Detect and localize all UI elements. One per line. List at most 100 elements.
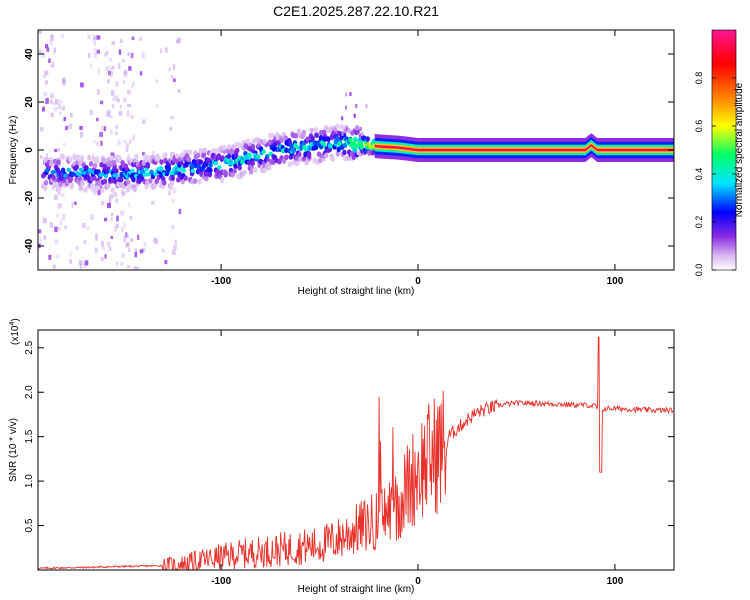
noise-mark [123, 139, 127, 143]
ridge-mark [313, 126, 319, 133]
spike-mark [341, 116, 344, 121]
noise-mark [92, 37, 96, 44]
ridge-mark [219, 177, 225, 184]
noise-mark [49, 38, 53, 45]
noise-mark [97, 68, 100, 75]
noise-mark [99, 131, 103, 137]
ridge-mark [250, 160, 255, 167]
ridge-mark [74, 164, 80, 170]
ridge-mark [212, 147, 217, 154]
noise-mark [151, 201, 155, 205]
noise-mark [100, 140, 103, 146]
chart-title: C2E1.2025.287.22.10.R21 [273, 3, 439, 19]
noise-mark [115, 198, 118, 204]
ridge-mark [187, 149, 193, 156]
noise-mark [174, 239, 177, 244]
noise-mark [123, 222, 127, 229]
ridge-mark [84, 165, 89, 171]
noise-mark [103, 217, 108, 222]
noise-mark [120, 261, 124, 266]
noise-mark [99, 100, 104, 105]
ridge-mark [111, 159, 117, 166]
ridge-mark [86, 154, 92, 161]
ridge-mark [287, 161, 293, 168]
noise-mark [155, 79, 159, 84]
ridge-mark [284, 147, 289, 154]
noise-mark [107, 111, 111, 117]
ridge-mark [339, 124, 345, 130]
ridge-mark [119, 171, 124, 178]
noise-mark [121, 226, 124, 233]
ridge-mark [235, 147, 240, 154]
noise-mark [118, 111, 123, 116]
ridge-mark [197, 178, 202, 185]
noise-mark [53, 194, 58, 200]
ridge-mark [294, 160, 300, 167]
noise-mark [159, 48, 163, 54]
noise-mark [134, 248, 138, 255]
noise-mark [101, 241, 104, 247]
ridge-mark [336, 146, 341, 153]
noise-mark [39, 155, 43, 159]
ridge-mark [120, 160, 125, 166]
noise-mark [51, 185, 55, 190]
ridge-mark [233, 163, 238, 170]
noise-mark [100, 164, 104, 171]
snr-panel: -100 0 100 0.5 1.0 1.5 2.0 2.5 Height of strai… [8, 318, 675, 595]
noise-mark [100, 257, 104, 261]
y-tick-label: 1.0 [24, 474, 35, 488]
noise-mark [54, 172, 58, 177]
ridge-mark [68, 156, 73, 163]
ridge-mark [226, 144, 232, 150]
ridge-mark [141, 160, 147, 166]
noise-mark [120, 189, 124, 195]
ridge-peak [66, 167, 71, 173]
noise-mark [93, 52, 97, 58]
ridge-peak [45, 168, 50, 173]
noise-mark [96, 117, 99, 122]
ridge-mark [365, 136, 370, 142]
noise-mark [43, 92, 48, 97]
noise-mark [119, 38, 123, 44]
noise-mark [111, 96, 115, 102]
ridge-mark [114, 168, 119, 174]
ridge-mark [41, 172, 46, 179]
spectrogram-x-ticks: -100 0 100 [211, 30, 624, 287]
ridge-mark [342, 149, 347, 156]
ridge-mark [321, 129, 327, 135]
ridge-mark [232, 168, 237, 174]
noise-mark [111, 41, 116, 45]
ridge-mark [100, 187, 105, 193]
snr-marks [38, 336, 674, 570]
ridge-peak [348, 137, 353, 143]
y-tick-label: 20 [24, 96, 35, 108]
noise-mark [123, 97, 127, 103]
snr-line [38, 336, 674, 570]
ridge-mark [131, 176, 136, 183]
ridge-mark [204, 175, 209, 182]
noise-mark [115, 125, 119, 129]
ridge-mark [245, 138, 251, 145]
y-tick-label: 2.5 [24, 340, 35, 354]
ridge-mark [53, 182, 58, 188]
noise-mark [40, 127, 44, 132]
snr-y-ticks: 0.5 1.0 1.5 2.0 2.5 [24, 340, 674, 533]
ridge-mark [149, 169, 154, 176]
ridge-mark [99, 161, 104, 168]
noise-mark [44, 80, 49, 85]
ridge-mark [198, 159, 203, 165]
noise-mark [93, 139, 96, 143]
noise-mark [94, 247, 98, 253]
noise-mark [46, 47, 50, 52]
noise-mark [139, 249, 144, 254]
noise-mark [54, 239, 59, 244]
ridge-mark [359, 144, 365, 151]
noise-mark [108, 57, 113, 62]
ridge-mark [291, 148, 296, 154]
noise-mark [122, 190, 126, 196]
noise-mark [161, 248, 166, 253]
noise-mark [88, 52, 91, 59]
snr-x-label: Height of straight line (km) [298, 584, 415, 595]
spike-mark [361, 132, 364, 137]
